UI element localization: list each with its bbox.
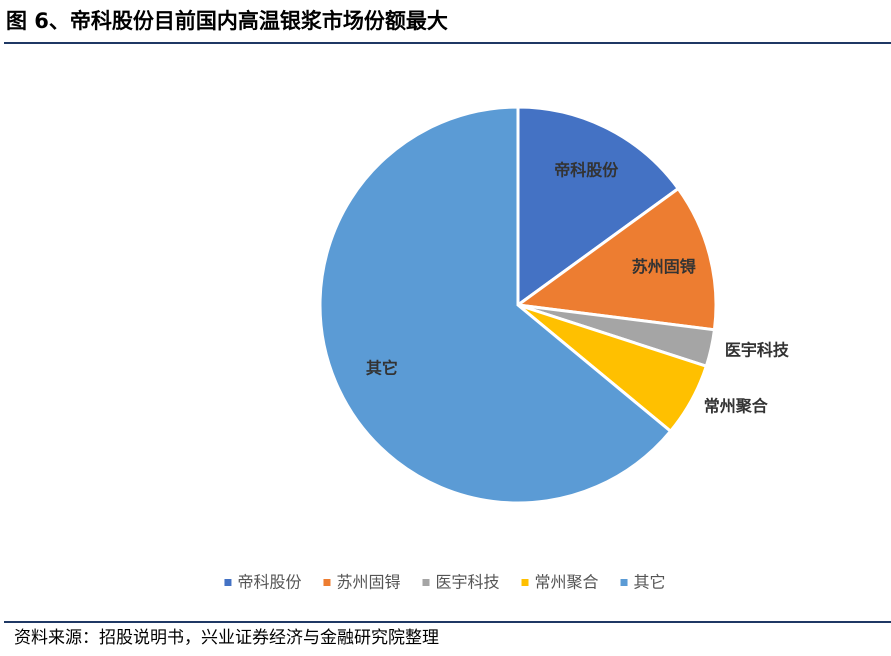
source-note: 资料来源：招股说明书，兴业证券经济与金融研究院整理 [14, 628, 439, 648]
legend-text: 其它 [634, 573, 666, 592]
slice-label: 苏州固锝 [632, 257, 696, 276]
legend-swatch [422, 579, 430, 586]
slice-label: 帝科股份 [554, 160, 619, 179]
slice-label: 常州聚合 [704, 397, 769, 416]
legend-text: 医宇科技 [435, 573, 499, 592]
slice-label: 医宇科技 [725, 341, 790, 360]
legend-text: 苏州固锝 [336, 573, 400, 592]
legend-text: 常州聚合 [535, 573, 599, 592]
legend-swatch [323, 579, 331, 586]
legend-swatch [620, 579, 628, 586]
slice-label: 其它 [366, 359, 398, 378]
pie-slice [318, 105, 673, 505]
pie-slice [514, 186, 718, 332]
legend-swatch [521, 579, 529, 586]
pie-slice [516, 105, 681, 308]
chart-title: 图 6、帝科股份目前国内高温银浆市场份额最大 [6, 9, 448, 33]
legend-text: 帝科股份 [237, 573, 301, 592]
legend-swatch [224, 579, 232, 586]
